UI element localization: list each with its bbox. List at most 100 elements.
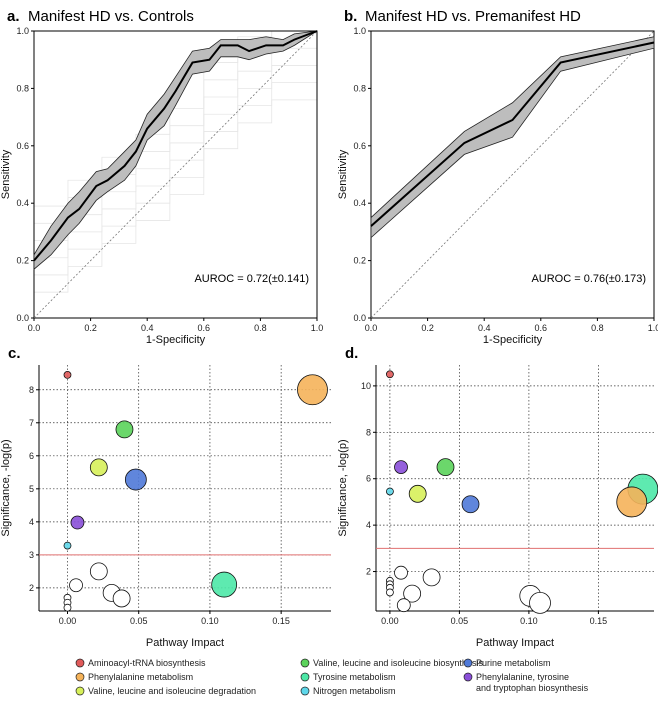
pathway-bubble: [396, 598, 411, 613]
legend-label: Valine, leucine and isoleucine biosynthe…: [313, 658, 483, 668]
panel-b-roc: 0.0 0.2 0.4 0.6 0.8 1.0 0.0 0.2 0.4 0.6 0.8 1.0 1-Sp…: [337, 8, 658, 346]
panel-title: Manifest HD vs. Controls: [28, 8, 194, 25]
pathway-bubble: [394, 565, 408, 580]
panel-a-roc: 0.0 0.2 0.4 0.6 0.8 1.0 0.0 0.2 0.4 0.6 0.8 1.0 1-Sp…: [0, 8, 323, 346]
pathway-bubble: [394, 460, 408, 475]
x-tick-label: 0.6: [535, 323, 548, 333]
x-tick-label: 0.0: [28, 323, 41, 333]
x-tick-label: 0.4: [141, 323, 154, 333]
x-axis-title: 1-Specificity: [483, 334, 543, 346]
x-tick-label: 0.4: [478, 323, 491, 333]
x-tick-label: 0.2: [421, 323, 434, 333]
pathway-bubble: [422, 568, 441, 587]
panel-d-pathway: d. 0.00 0.05 0.10 0.15 2 4 6 8 10 Pathway Impact Si…: [337, 345, 658, 649]
x-tick-label: 0.0: [365, 323, 378, 333]
y-tick-label: 0.4: [16, 198, 29, 208]
y-tick-label: 2: [29, 583, 34, 593]
x-tick-label: 0.15: [272, 616, 290, 626]
panel-letter: d.: [345, 345, 358, 362]
individual-roc-curve: [33, 30, 317, 270]
legend: Aminoacyl-tRNA biosynthesis Valine, leuci…: [75, 658, 589, 696]
pathway-bubble: [124, 468, 147, 491]
pathway-bubble: [385, 487, 394, 496]
legend-swatch: [300, 686, 310, 696]
chance-diagonal: [33, 30, 318, 319]
chance-diagonal: [370, 30, 655, 319]
pathway-bubble: [529, 591, 551, 614]
y-tick-label: 8: [366, 427, 371, 437]
y-axis-title: Sensitivity: [0, 149, 12, 199]
pathway-bubble: [112, 589, 131, 608]
legend-label: and tryptophan biosynthesis: [476, 683, 589, 693]
y-tick-label: 10: [361, 381, 371, 391]
legend-label: Purine metabolism: [476, 658, 551, 668]
y-tick-label: 0.0: [16, 313, 29, 323]
y-tick-label: 4: [366, 520, 371, 530]
pathway-bubble: [385, 588, 394, 597]
y-tick-label: 6: [366, 474, 371, 484]
y-tick-label: 6: [29, 451, 34, 461]
y-tick-label: 0.8: [353, 83, 366, 93]
pathway-bubble: [408, 484, 427, 503]
legend-label: Phenylalanine, tyrosine: [476, 672, 569, 682]
x-tick-label: 0.00: [381, 616, 399, 626]
plot-frame: [33, 30, 318, 319]
x-tick-label: 0.2: [84, 323, 97, 333]
x-tick-label: 0.05: [451, 616, 469, 626]
confidence-band: [33, 30, 318, 271]
auroc-label: AUROC = 0.76(±0.173): [531, 273, 646, 285]
legend-swatch: [300, 672, 310, 682]
x-tick-label: 0.6: [198, 323, 211, 333]
pathway-bubble: [385, 370, 394, 379]
panel-letter: b.: [344, 8, 357, 25]
x-tick-label: 0.15: [590, 616, 608, 626]
y-tick-label: 0.6: [353, 141, 366, 151]
pathway-bubble: [211, 571, 238, 598]
legend-label: Nitrogen metabolism: [313, 686, 396, 696]
panel-letter: a.: [7, 8, 20, 25]
x-tick-label: 0.10: [201, 616, 219, 626]
y-tick-label: 4: [29, 517, 34, 527]
y-axis-title: Sensitivity: [337, 149, 349, 199]
individual-roc-curve: [33, 99, 317, 293]
y-axis-title: Significance, -log(p): [337, 439, 349, 536]
x-axis-title: Pathway Impact: [476, 637, 554, 649]
auroc-label: AUROC = 0.72(±0.141): [194, 273, 309, 285]
legend-swatch: [75, 658, 85, 668]
y-tick-label: 3: [29, 550, 34, 560]
panel-letter: c.: [8, 345, 21, 362]
legend-label: Valine, leucine and isoleucine degradati…: [88, 686, 256, 696]
x-tick-label: 0.8: [591, 323, 604, 333]
legend-swatch: [463, 672, 473, 682]
plot-frame: [370, 30, 655, 319]
pathway-bubble: [63, 541, 72, 550]
mean-roc-line: [33, 30, 318, 262]
pathway-bubble: [63, 603, 72, 612]
y-tick-label: 0.2: [353, 256, 366, 266]
panel-title: Manifest HD vs. Premanifest HD: [365, 8, 581, 25]
y-tick-label: 0.2: [16, 256, 29, 266]
y-tick-label: 0.4: [353, 198, 366, 208]
legend-swatch: [300, 658, 310, 668]
x-axis-title: Pathway Impact: [146, 637, 224, 649]
pathway-bubble: [69, 578, 83, 593]
legend-swatch: [75, 686, 85, 696]
pathway-bubble: [297, 374, 328, 406]
panel-c-pathway: c. 0.00 0.05 0.10 0.15 2 3 4 5 6 7 8 Pathway Impact S…: [0, 345, 331, 649]
pathway-bubble: [403, 584, 422, 603]
x-tick-label: 0.05: [130, 616, 148, 626]
x-tick-label: 0.00: [59, 616, 77, 626]
legend-label: Aminoacyl-tRNA biosynthesis: [88, 658, 206, 668]
x-axis-title: 1-Specificity: [146, 334, 206, 346]
x-tick-label: 0.10: [520, 616, 538, 626]
y-tick-label: 0.8: [16, 83, 29, 93]
y-tick-label: 1.0: [353, 26, 366, 36]
pathway-bubble: [115, 420, 134, 439]
y-tick-label: 5: [29, 484, 34, 494]
x-tick-label: 0.8: [254, 323, 267, 333]
y-tick-label: 7: [29, 418, 34, 428]
y-tick-label: 8: [29, 385, 34, 395]
individual-roc-curve: [33, 82, 317, 276]
pathway-bubble: [63, 371, 72, 379]
y-tick-label: 1.0: [16, 26, 29, 36]
